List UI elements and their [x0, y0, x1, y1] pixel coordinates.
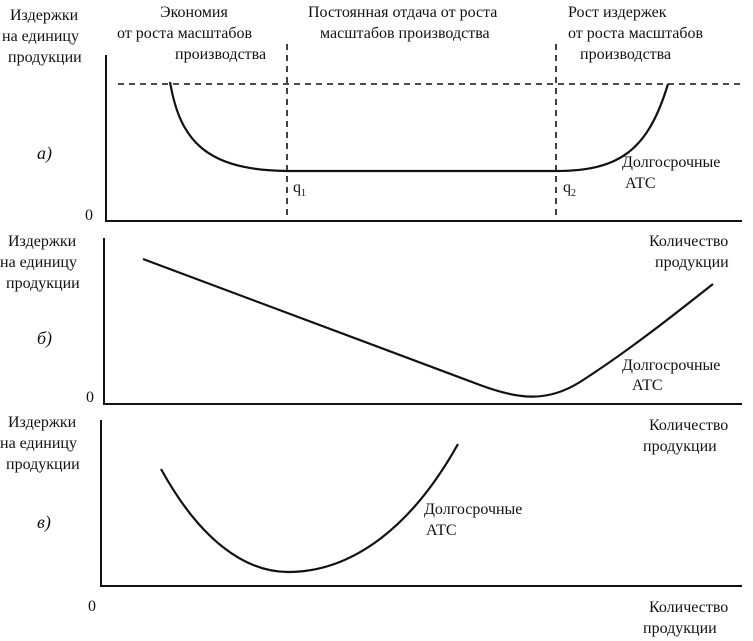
- region-mid-line1: Постоянная отдача от роста: [308, 4, 497, 21]
- panel-b-xlabel-line1-lower: Количество: [649, 417, 728, 434]
- panel-b-curve-label-line1: Долгосрочные: [622, 357, 720, 374]
- panel-c-xlabel-line2: продукции: [643, 620, 717, 637]
- panel-a-long-run-atc-curve: [168, 81, 670, 173]
- panel-b-axes: [103, 238, 742, 405]
- panel-c-long-run-atc-curve: [160, 443, 459, 574]
- panel-a-ylabel-line2: на единицу: [2, 28, 79, 45]
- region-mid-line2: масштабов производства: [320, 25, 490, 42]
- panel-a-curve-label-line1: Долгосрочные: [622, 154, 720, 171]
- panel-a-axes: [105, 55, 742, 222]
- panel-c-ylabel-line3: продукции: [6, 456, 80, 473]
- region-left-line3: производства: [175, 46, 266, 63]
- region-left-line1: Экономия: [160, 4, 228, 21]
- q1-label: q1: [293, 179, 306, 199]
- panel-b-origin: 0: [86, 389, 94, 406]
- panel-b-xlabel-line2-lower: продукции: [643, 438, 717, 455]
- panel-c-curve-label-line1: Долгосрочные: [424, 501, 522, 518]
- region-right-line1: Рост издержек: [568, 4, 667, 21]
- panel-c-xlabel-line1: Количество: [649, 599, 728, 616]
- panel-a-ylabel-line1: Издержки: [10, 7, 79, 24]
- panel-b-xlabel-line1: Количество: [649, 233, 728, 250]
- panel-a: Издержки на единицу продукции Экономия о…: [2, 4, 742, 224]
- panel-a-ylabel-line3: продукции: [8, 49, 82, 66]
- panel-c-ylabel-line2: на единицу: [0, 435, 77, 452]
- panel-a-tag: а): [37, 143, 52, 164]
- panel-c-ylabel-line1: Издержки: [8, 414, 77, 431]
- panel-a-curve-label-line2: АТС: [625, 175, 656, 192]
- region-right-line2: от роста масштабов: [568, 25, 704, 42]
- panel-b-ylabel-line1: Издержки: [8, 233, 77, 250]
- panel-b-ylabel-line2: на единицу: [0, 254, 77, 271]
- panel-b-xlabel-line2: продукции: [655, 254, 729, 271]
- panel-c-axes: [100, 420, 742, 587]
- q2-label: q2: [563, 179, 576, 199]
- panel-c: Издержки на единицу продукции в) 0 Долго…: [0, 414, 742, 637]
- region-left-line2: от роста масштабов: [117, 25, 253, 42]
- panel-b-ylabel-line3: продукции: [6, 275, 80, 292]
- panel-b: Издержки на единицу продукции Количество…: [0, 233, 742, 455]
- panel-b-long-run-atc-curve: [142, 257, 714, 398]
- panel-b-tag: б): [37, 328, 52, 349]
- panel-b-curve-label-line2: АТС: [632, 377, 663, 394]
- region-right-line3: производства: [580, 46, 671, 63]
- panel-c-origin: 0: [88, 598, 96, 615]
- panel-c-tag: в): [37, 512, 51, 533]
- panel-c-curve-label-line2: АТС: [426, 522, 457, 539]
- panel-a-origin: 0: [85, 207, 93, 224]
